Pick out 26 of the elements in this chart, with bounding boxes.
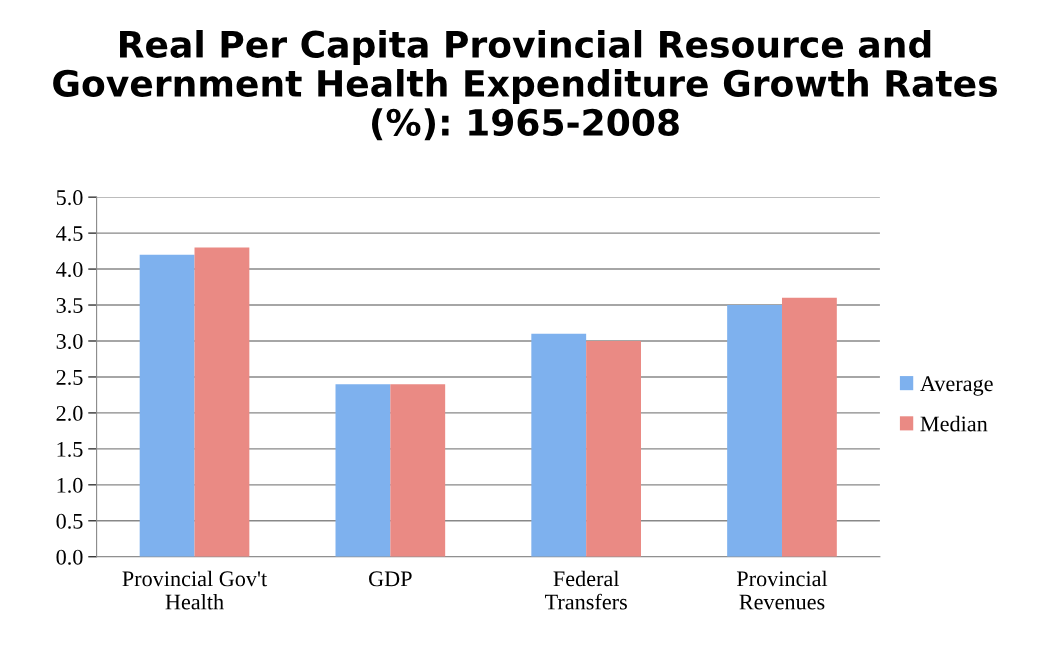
bar [781,297,837,557]
legend-label: Median [920,415,988,432]
y-tick-label: 5.0 [56,190,83,206]
bar [194,247,250,557]
bar [390,384,446,557]
x-tick-label: Federal Transfers [545,570,627,610]
y-tick-label: 0.0 [56,549,83,565]
x-tick-label: Provincial Gov't Health [122,570,268,610]
y-tick-label: 1.5 [57,441,83,457]
y-tick-label: 4.5 [56,226,83,242]
x-tick-label: GDP [369,571,412,587]
y-tick-label: 3.0 [56,333,83,350]
legend-label: Average [920,376,993,396]
bar [531,333,587,557]
chart-title: Real Per Capita Provincial Resource and Government Health Expenditure Growth Rates (%): 1965-2008 [53,29,997,141]
y-tick-label: 1.0 [57,477,83,493]
bar [586,340,641,557]
y-tick-label: 2.5 [56,369,83,385]
x-tick-label: Provincial Revenues [736,570,828,610]
y-tick-label: 2.0 [56,405,83,421]
y-tick-label: 0.5 [56,513,83,529]
bar [139,254,195,557]
y-tick-label: 3.5 [56,298,83,314]
bar [335,384,391,557]
bar [727,305,782,557]
y-tick-label: 4.0 [56,262,83,278]
